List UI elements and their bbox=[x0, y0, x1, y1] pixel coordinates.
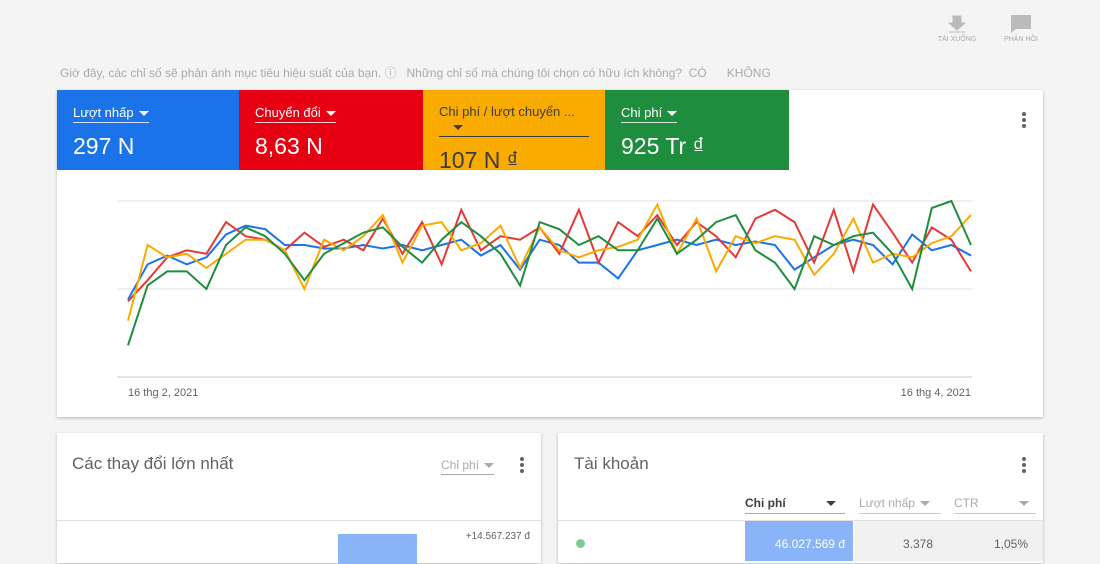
series-line bbox=[127, 199, 972, 346]
cell: 46.027.569 đ bbox=[774, 537, 845, 551]
x-label: 16 thg 2, 2021 bbox=[128, 387, 198, 399]
notice-text: Giờ đây, các chỉ số sẽ phản ánh mục tiêu… bbox=[60, 66, 382, 80]
divider bbox=[57, 520, 541, 521]
metric-label: Chuyển đổi bbox=[255, 105, 321, 120]
column-header[interactable]: Lượt nhấp bbox=[859, 496, 941, 514]
more-menu[interactable] bbox=[1022, 457, 1026, 475]
divider bbox=[558, 520, 1043, 521]
column-label: CTR bbox=[954, 496, 979, 510]
feedback-icon bbox=[1011, 15, 1031, 33]
metric-value: 107 N ₫ bbox=[439, 147, 519, 173]
metric-value: 297 N bbox=[73, 133, 135, 159]
metric-label: Lượt nhấp bbox=[73, 105, 134, 120]
dropdown-label: Chỉ phí bbox=[441, 458, 480, 472]
dropdown[interactable]: Chỉ phí bbox=[441, 458, 495, 475]
page: TẢI XUỐNG PHẢN HỒI Giờ đây, các chỉ số s… bbox=[57, 14, 1044, 564]
changes-card: Các thay đổi lớn nhất Chỉ phí +14.567.23… bbox=[57, 433, 541, 564]
metric-label: Chi phí bbox=[621, 105, 663, 120]
metric-value: 8,63 N bbox=[255, 133, 323, 159]
cell: 3.378 bbox=[902, 537, 933, 551]
more-menu[interactable] bbox=[520, 457, 524, 475]
accounts-card: Tài khoản Chi phí Lượt nhấp CTR 46.027.5… bbox=[558, 433, 1043, 563]
feedback[interactable]: PHẢN HỒI bbox=[998, 14, 1044, 43]
cell: 1,05% bbox=[993, 537, 1028, 551]
download-label: TẢI XUỐNG bbox=[937, 36, 977, 43]
line-chart: 16 thg 2, 2021 16 thg 4, 2021 bbox=[117, 199, 972, 399]
column-header[interactable]: Chi phí bbox=[745, 496, 845, 514]
metric-card[interactable]: Chuyển đổi 8,63 N bbox=[239, 90, 423, 170]
column-header[interactable]: CTR bbox=[954, 496, 1036, 514]
no-button[interactable]: KHÔNG bbox=[726, 66, 771, 80]
metric-label: Chi phí / lượt chuyển ... bbox=[439, 104, 575, 119]
more-menu[interactable] bbox=[1022, 112, 1026, 130]
x-label: 16 thg 4, 2021 bbox=[901, 387, 971, 399]
yes-button[interactable]: CÓ bbox=[688, 66, 707, 80]
status-dot bbox=[576, 539, 585, 548]
chart-card: Lượt nhấp 297 N Chuyển đổi 8,63 N Chi phí … bbox=[57, 90, 1043, 417]
metric-value: 925 Tr ₫ bbox=[621, 133, 705, 159]
card-title: Tài khoản bbox=[574, 454, 649, 473]
column-label: Lượt nhấp bbox=[859, 496, 915, 510]
column-label: Chi phí bbox=[745, 496, 786, 510]
card-title: Các thay đổi lớn nhất bbox=[72, 454, 234, 473]
metric-card[interactable]: Chi phí 925 Tr ₫ bbox=[605, 90, 789, 170]
change-value: +14.567.237 đ bbox=[465, 531, 530, 542]
feedback-label: PHẢN HỒI bbox=[1004, 36, 1038, 43]
series-line bbox=[127, 202, 972, 303]
download-icon bbox=[947, 15, 967, 33]
metric-card[interactable]: Chi phí / lượt chuyển ... 107 N ₫ bbox=[423, 90, 605, 173]
metric-card[interactable]: Lượt nhấp 297 N bbox=[57, 90, 239, 170]
series-line bbox=[127, 224, 972, 301]
download[interactable]: TẢI XUỐNG bbox=[936, 14, 978, 43]
notice: Giờ đây, các chỉ số sẽ phản ánh mục tiêu… bbox=[60, 66, 771, 80]
notice-question: Những chỉ số mà chúng tôi chọn có hữu íc… bbox=[406, 66, 683, 80]
change-bar bbox=[338, 534, 417, 564]
series-line bbox=[127, 202, 972, 321]
